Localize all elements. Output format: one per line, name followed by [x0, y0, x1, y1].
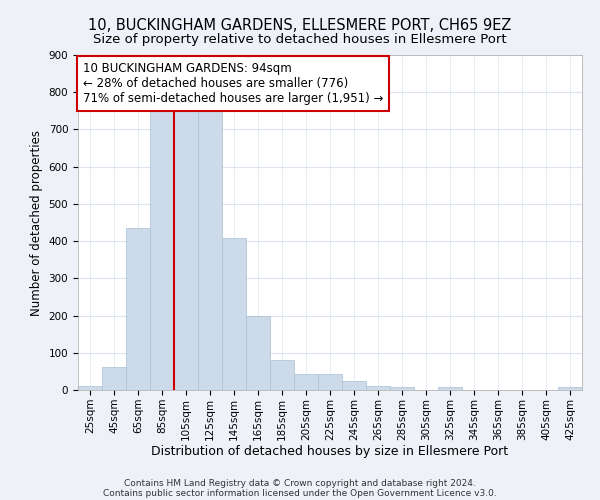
Bar [318, 374, 342, 390]
Y-axis label: Number of detached properties: Number of detached properties [30, 130, 43, 316]
Bar [150, 110, 174, 390]
Bar [270, 360, 294, 390]
Bar [198, 111, 222, 390]
Bar [342, 380, 366, 390]
Bar [558, 387, 582, 390]
Bar [102, 366, 126, 390]
Bar [390, 387, 414, 390]
Bar [222, 238, 246, 390]
Bar [294, 374, 318, 390]
Text: 10 BUCKINGHAM GARDENS: 94sqm
← 28% of detached houses are smaller (776)
71% of s: 10 BUCKINGHAM GARDENS: 94sqm ← 28% of de… [83, 62, 383, 104]
Text: Contains HM Land Registry data © Crown copyright and database right 2024.: Contains HM Land Registry data © Crown c… [124, 478, 476, 488]
Bar [246, 316, 270, 390]
Bar [126, 228, 150, 390]
Text: 10, BUCKINGHAM GARDENS, ELLESMERE PORT, CH65 9EZ: 10, BUCKINGHAM GARDENS, ELLESMERE PORT, … [88, 18, 512, 32]
Bar [366, 386, 390, 390]
Text: Contains public sector information licensed under the Open Government Licence v3: Contains public sector information licen… [103, 488, 497, 498]
Text: Size of property relative to detached houses in Ellesmere Port: Size of property relative to detached ho… [93, 32, 507, 46]
Bar [438, 387, 462, 390]
X-axis label: Distribution of detached houses by size in Ellesmere Port: Distribution of detached houses by size … [151, 446, 509, 458]
Bar [78, 386, 102, 390]
Bar [174, 110, 198, 390]
